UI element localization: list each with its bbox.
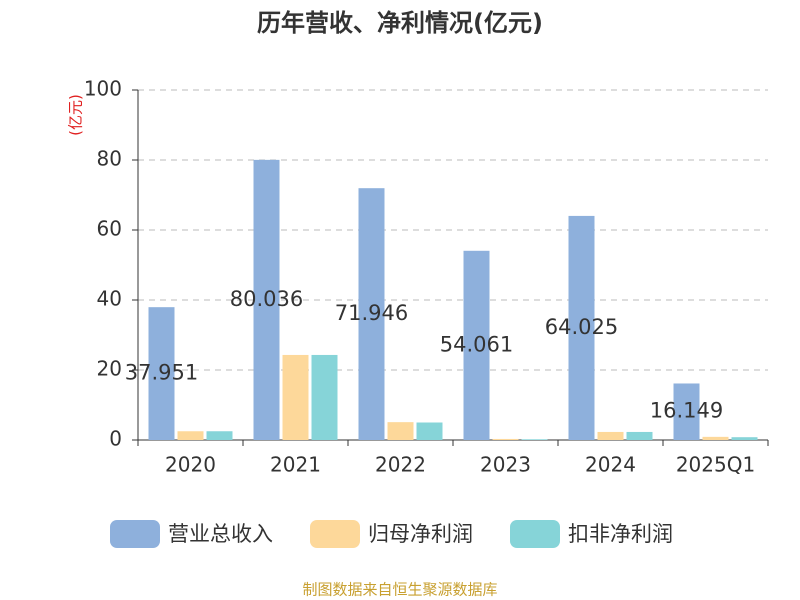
legend-label: 扣非净利润 [568, 522, 673, 546]
data-label: 64.025 [545, 315, 618, 339]
bar [311, 354, 338, 440]
y-tick-label: 20 [97, 357, 122, 381]
y-tick-label: 40 [97, 287, 122, 311]
y-tick-label: 0 [109, 427, 122, 451]
bar [416, 422, 443, 440]
bar [597, 431, 624, 440]
data-label: 71.946 [335, 301, 408, 325]
data-label: 37.951 [125, 361, 198, 385]
legend-swatch [510, 520, 560, 548]
bar [177, 431, 204, 440]
bar [626, 431, 653, 440]
legend-swatch [110, 520, 160, 548]
legend-swatch [310, 520, 360, 548]
bar [253, 159, 280, 440]
x-tick-label: 2023 [480, 453, 531, 477]
x-tick-label: 2020 [165, 453, 216, 477]
bar [387, 422, 414, 440]
data-label: 16.149 [650, 399, 723, 423]
bar [282, 354, 309, 440]
legend-label: 营业总收入 [168, 522, 273, 546]
bar [731, 437, 758, 440]
legend-label: 归母净利润 [368, 522, 473, 546]
y-tick-label: 100 [84, 77, 122, 101]
bar [568, 215, 595, 440]
bar [673, 383, 700, 440]
y-axis-label: (亿元) [67, 94, 85, 136]
bar [702, 436, 729, 440]
y-tick-label: 80 [97, 147, 122, 171]
bar [206, 431, 233, 440]
data-label: 80.036 [230, 287, 303, 311]
bar [521, 439, 548, 440]
x-tick-label: 2022 [375, 453, 426, 477]
y-tick-label: 60 [97, 217, 122, 241]
source-note: 制图数据来自恒生聚源数据库 [302, 581, 497, 599]
bar [148, 307, 175, 440]
chart-title: 历年营收、净利情况(亿元) [257, 9, 543, 37]
data-label: 54.061 [440, 332, 513, 356]
bar [492, 438, 519, 440]
x-tick-label: 2025Q1 [676, 453, 755, 477]
bar [463, 250, 490, 440]
x-tick-label: 2024 [585, 453, 636, 477]
x-tick-label: 2021 [270, 453, 321, 477]
bar [358, 188, 385, 440]
